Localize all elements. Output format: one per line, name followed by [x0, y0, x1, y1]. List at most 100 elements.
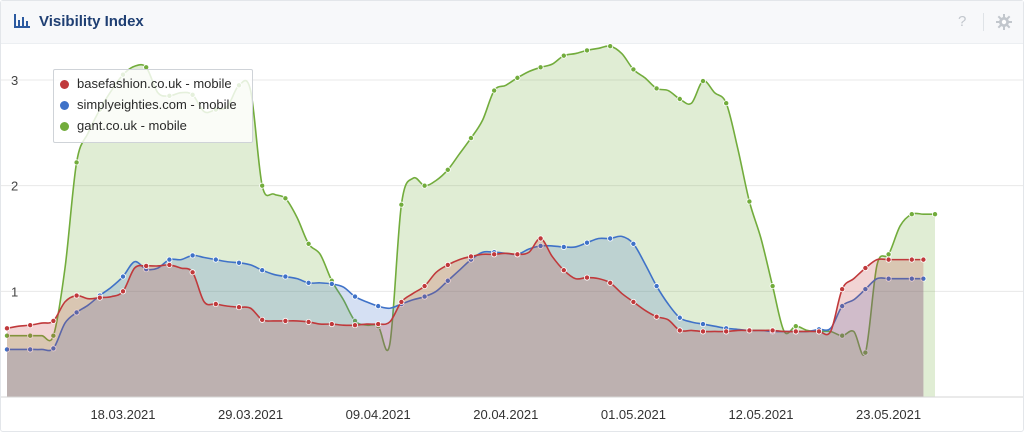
data-point-simplyeighties	[630, 240, 637, 247]
data-point-gant	[932, 211, 939, 218]
data-point-basefashion	[398, 298, 405, 305]
data-point-basefashion	[676, 327, 683, 334]
data-point-basefashion	[467, 253, 474, 260]
x-tick-label: 18.03.2021	[90, 407, 155, 422]
data-point-simplyeighties	[235, 259, 242, 266]
data-point-basefashion	[235, 304, 242, 311]
y-tick-label: 1	[11, 284, 18, 299]
y-tick-label: 3	[11, 73, 18, 88]
data-point-basefashion	[537, 235, 544, 242]
data-point-simplyeighties	[27, 346, 34, 353]
data-point-simplyeighties	[560, 243, 567, 250]
data-point-basefashion	[839, 286, 846, 293]
x-tick-label: 09.04.2021	[346, 407, 411, 422]
data-point-basefashion	[723, 328, 730, 335]
data-point-gant	[908, 211, 915, 218]
data-point-simplyeighties	[421, 293, 428, 300]
legend-label-gant: gant.co.uk - mobile	[77, 118, 187, 133]
widget-header: Visibility Index ?	[1, 1, 1023, 44]
x-tick-label: 20.04.2021	[473, 407, 538, 422]
data-point-gant	[259, 182, 266, 189]
data-point-gant	[653, 85, 660, 92]
data-point-gant	[584, 47, 591, 54]
data-point-simplyeighties	[607, 235, 614, 242]
data-point-simplyeighties	[653, 283, 660, 290]
data-point-basefashion	[491, 251, 498, 258]
data-point-basefashion	[908, 256, 915, 263]
data-point-gant	[630, 66, 637, 73]
data-point-simplyeighties	[908, 275, 915, 282]
legend-marker-gant	[60, 122, 69, 131]
data-point-basefashion	[351, 322, 358, 329]
data-point-gant	[607, 43, 614, 50]
data-point-simplyeighties	[166, 256, 173, 263]
data-point-basefashion	[375, 321, 382, 328]
data-point-basefashion	[769, 327, 776, 334]
data-point-simplyeighties	[862, 286, 869, 293]
legend-marker-basefashion	[60, 80, 69, 89]
data-point-gant	[73, 159, 80, 166]
data-point-gant	[537, 64, 544, 71]
data-point-basefashion	[700, 328, 707, 335]
data-point-simplyeighties	[584, 239, 591, 246]
header-divider	[983, 13, 984, 31]
question-mark-icon[interactable]: ?	[958, 13, 967, 30]
data-point-basefashion	[792, 328, 799, 335]
legend-label-simplyeighties: simplyeighties.com - mobile	[77, 97, 237, 112]
data-point-simplyeighties	[305, 279, 312, 286]
data-point-basefashion	[514, 251, 521, 258]
x-tick-label: 01.05.2021	[601, 407, 666, 422]
data-point-gant	[514, 74, 521, 81]
data-point-gant	[723, 100, 730, 107]
data-point-basefashion	[630, 298, 637, 305]
data-point-basefashion	[421, 283, 428, 290]
data-point-simplyeighties	[920, 275, 927, 282]
data-point-simplyeighties	[444, 277, 451, 284]
data-point-basefashion	[653, 313, 660, 320]
legend-label-basefashion: basefashion.co.uk - mobile	[77, 76, 232, 91]
x-tick-label: 29.03.2021	[218, 407, 283, 422]
data-point-gant	[398, 201, 405, 208]
data-point-basefashion	[584, 274, 591, 281]
data-point-basefashion	[328, 321, 335, 328]
data-point-simplyeighties	[73, 309, 80, 316]
data-point-gant	[282, 195, 289, 202]
data-point-simplyeighties	[700, 321, 707, 328]
data-point-simplyeighties	[120, 273, 127, 280]
data-point-basefashion	[607, 279, 614, 286]
data-point-gant	[444, 166, 451, 173]
data-point-basefashion	[96, 294, 103, 301]
data-point-simplyeighties	[259, 267, 266, 274]
data-point-gant	[491, 87, 498, 94]
data-point-gant	[862, 349, 869, 356]
widget-title: Visibility Index	[39, 13, 144, 30]
chart-legend: basefashion.co.uk - mobile simplyeightie…	[53, 69, 253, 143]
series-area-simplyeighties	[7, 236, 924, 397]
data-point-simplyeighties	[189, 252, 196, 259]
x-tick-label: 23.05.2021	[856, 407, 921, 422]
y-tick-label: 2	[11, 179, 18, 194]
data-point-gant	[839, 332, 846, 339]
data-point-basefashion	[4, 325, 10, 332]
data-point-gant	[305, 240, 312, 247]
data-point-simplyeighties	[212, 256, 219, 263]
data-point-basefashion	[305, 318, 312, 325]
x-tick-label: 12.05.2021	[728, 407, 793, 422]
data-point-simplyeighties	[282, 273, 289, 280]
data-point-simplyeighties	[839, 303, 846, 310]
data-point-gant	[4, 332, 10, 339]
data-point-basefashion	[27, 322, 34, 329]
data-point-gant	[792, 323, 799, 330]
data-point-basefashion	[282, 317, 289, 324]
data-point-gant	[676, 96, 683, 103]
data-point-basefashion	[73, 292, 80, 299]
data-point-basefashion	[885, 256, 892, 263]
data-point-basefashion	[444, 261, 451, 268]
gear-icon[interactable]	[996, 14, 1012, 30]
data-point-gant	[27, 332, 34, 339]
data-point-basefashion	[212, 301, 219, 308]
data-point-basefashion	[816, 328, 823, 335]
data-point-simplyeighties	[375, 303, 382, 310]
data-point-basefashion	[259, 316, 266, 323]
data-point-gant	[885, 251, 892, 258]
